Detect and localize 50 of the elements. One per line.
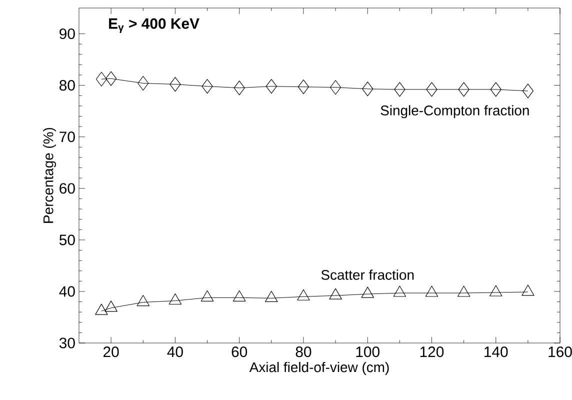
point [361,286,374,298]
x-tick-label: 120 [420,346,444,358]
point [96,72,108,86]
x-tick-label: 160 [548,346,572,358]
point [298,80,310,94]
point [234,80,245,96]
y-tick-label: 80 [60,80,75,91]
point [202,79,213,94]
y-axis-title: Percentage (%) [43,128,56,223]
point [95,304,108,315]
y-tick-label: 90 [60,28,75,40]
point [297,289,310,300]
point [362,82,374,96]
series-label: Scatter fraction [321,270,414,280]
y-tick-label: 50 [59,234,75,246]
point [265,290,278,302]
point [266,79,277,94]
legend-label: Single-Compton fraction [380,105,529,118]
point [522,284,534,296]
point [200,290,214,302]
point [457,286,470,297]
point [394,82,406,97]
x-axis-title: Axial field-of-view (cm) [249,362,389,375]
point [393,286,406,297]
x-tick-label: 100 [356,346,380,358]
point [170,76,181,92]
x-tick-label: 20 [104,346,119,358]
point [425,286,438,297]
x-tick-label: 140 [484,346,508,358]
point [136,294,150,306]
x-tick-label: 60 [232,346,248,358]
point [106,71,117,86]
point [330,80,342,95]
y-tick-label: 30 [59,338,75,348]
y-tick-label: 40 [59,286,75,297]
y-tick-label: 60 [60,183,75,194]
point [426,82,438,97]
point [522,84,534,98]
point [329,288,342,300]
point [138,76,149,91]
point [490,82,502,97]
y-tick-label: 70 [60,132,75,142]
point [168,293,182,305]
annotation: E$_{γ}$ > 400 KeV [109,18,200,34]
point [104,300,118,312]
point [458,82,470,97]
x-tick-label: 80 [296,346,312,358]
point [232,290,246,302]
point [490,285,502,296]
x-tick-label: 40 [167,346,183,358]
